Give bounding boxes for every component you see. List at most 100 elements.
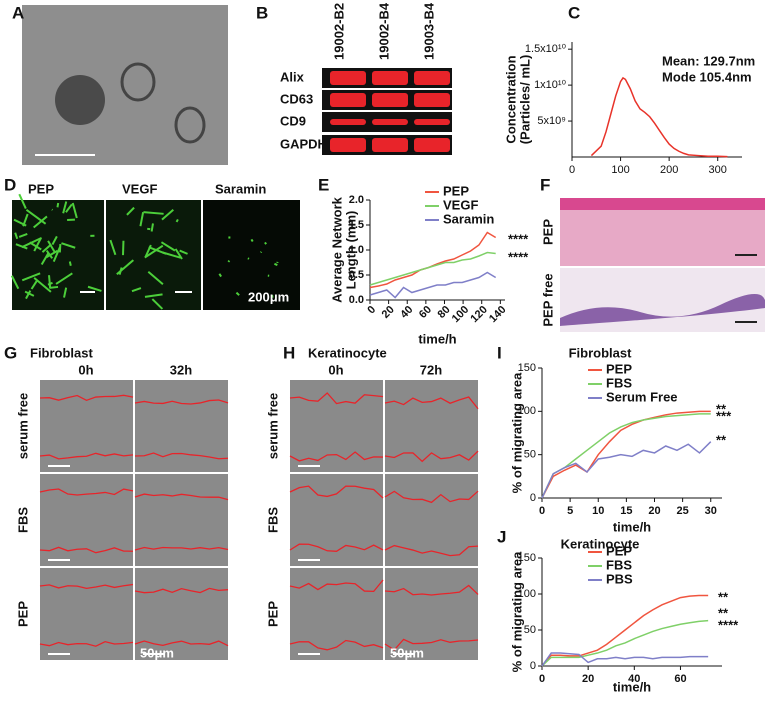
wound-edge xyxy=(384,584,479,596)
x-tick-label: 15 xyxy=(620,505,632,517)
tube xyxy=(63,287,68,298)
x-axis-label: time/h xyxy=(418,331,456,346)
y-tick-label: 1.5 xyxy=(349,219,364,231)
tube xyxy=(24,290,35,297)
x-tick-label: 200 xyxy=(660,164,678,176)
row-label: serum free xyxy=(265,393,280,459)
x-tick-label: 20 xyxy=(380,304,397,321)
x-tick-label: 60 xyxy=(417,304,434,321)
y-tick-label: 0 xyxy=(530,660,536,672)
tube xyxy=(18,193,27,209)
band xyxy=(414,119,450,125)
wound-edge xyxy=(384,490,479,504)
x-tick-label: 0 xyxy=(539,505,545,517)
series-line xyxy=(541,441,712,499)
tube xyxy=(29,241,42,251)
wound-edge xyxy=(134,640,229,647)
panel-label: D xyxy=(4,175,16,194)
legend-label: PEP xyxy=(443,183,469,198)
tem-image xyxy=(22,5,228,165)
legend-label: PBS xyxy=(606,571,633,586)
tube xyxy=(144,244,164,259)
panel-label: A xyxy=(12,3,24,22)
wound-edge xyxy=(384,396,479,410)
band xyxy=(414,71,450,85)
column-label: 32h xyxy=(170,362,192,377)
micrograph xyxy=(290,474,383,566)
tube xyxy=(227,259,231,263)
tube xyxy=(235,291,240,296)
tube-image xyxy=(106,200,201,310)
micrograph xyxy=(135,380,228,472)
annotation: *** xyxy=(716,408,732,423)
tube xyxy=(151,298,164,310)
y-axis-label: (Particles/ mL) xyxy=(517,55,532,145)
scale-label: 50μm xyxy=(140,645,174,660)
panel-label: F xyxy=(540,175,550,194)
micrograph xyxy=(40,568,133,660)
tube xyxy=(175,218,179,223)
x-tick-label: 120 xyxy=(468,304,489,325)
tube xyxy=(160,241,176,252)
y-tick-label: 150 xyxy=(518,362,536,374)
tube xyxy=(87,285,102,292)
annotation: **** xyxy=(508,249,529,264)
tube xyxy=(30,280,38,290)
x-tick-label: 25 xyxy=(677,505,689,517)
annotation: Mode 105.4nm xyxy=(662,69,752,84)
tube xyxy=(68,261,72,266)
wound-edge xyxy=(289,579,384,593)
micrograph xyxy=(135,474,228,566)
series-line xyxy=(541,594,709,667)
y-tick-label: 1.0 xyxy=(349,244,364,256)
panel-label: B xyxy=(256,3,268,22)
tissue xyxy=(560,294,765,326)
series-line xyxy=(369,271,497,299)
x-tick-label: 40 xyxy=(628,673,640,685)
tube xyxy=(15,243,28,250)
y-axis-label: Length (mm) xyxy=(343,211,358,290)
scratch-images xyxy=(39,380,479,660)
annotation: ** xyxy=(718,589,729,604)
tube xyxy=(25,208,47,225)
series-line xyxy=(590,76,728,158)
tube xyxy=(218,273,222,278)
column-label: 0h xyxy=(328,362,343,377)
vesicle xyxy=(120,62,156,102)
micrograph xyxy=(40,474,133,566)
panel-label: G xyxy=(4,343,17,362)
tube xyxy=(147,271,164,285)
protein-label: GAPDH xyxy=(280,136,327,151)
band xyxy=(330,93,366,107)
wound-edge xyxy=(134,399,229,405)
protein-label: CD9 xyxy=(280,113,306,128)
x-tick-label: 20 xyxy=(582,673,594,685)
tube xyxy=(161,208,174,221)
column-label: Saramin xyxy=(215,181,266,196)
x-tick-label: 5 xyxy=(567,505,573,517)
tube xyxy=(264,241,267,245)
band xyxy=(372,119,408,125)
micrograph xyxy=(385,568,478,660)
column-label: PEP xyxy=(28,181,54,196)
tube xyxy=(52,246,61,263)
wound-edge xyxy=(289,543,384,552)
scale-label: 200μm xyxy=(248,289,289,304)
annotation: ** xyxy=(716,432,727,447)
x-tick-label: 10 xyxy=(592,505,604,517)
x-tick-label: 60 xyxy=(674,673,686,685)
y-tick-label: 2.0 xyxy=(349,194,364,206)
y-tick-label: 100 xyxy=(518,405,536,417)
tube xyxy=(139,211,145,227)
row-label: FBS xyxy=(15,507,30,533)
wound-edge xyxy=(289,639,384,651)
annotation: Mean: 129.7nm xyxy=(662,53,755,68)
lane-label: 19003-B4 xyxy=(421,2,436,60)
x-tick-label: 40 xyxy=(398,304,415,321)
wound-edge xyxy=(134,546,229,551)
micrograph xyxy=(385,380,478,472)
y-axis-label: Concentration xyxy=(503,55,518,143)
legend-label: FBS xyxy=(606,375,632,390)
y-tick-label: 50 xyxy=(524,624,536,636)
series-line xyxy=(541,413,711,499)
